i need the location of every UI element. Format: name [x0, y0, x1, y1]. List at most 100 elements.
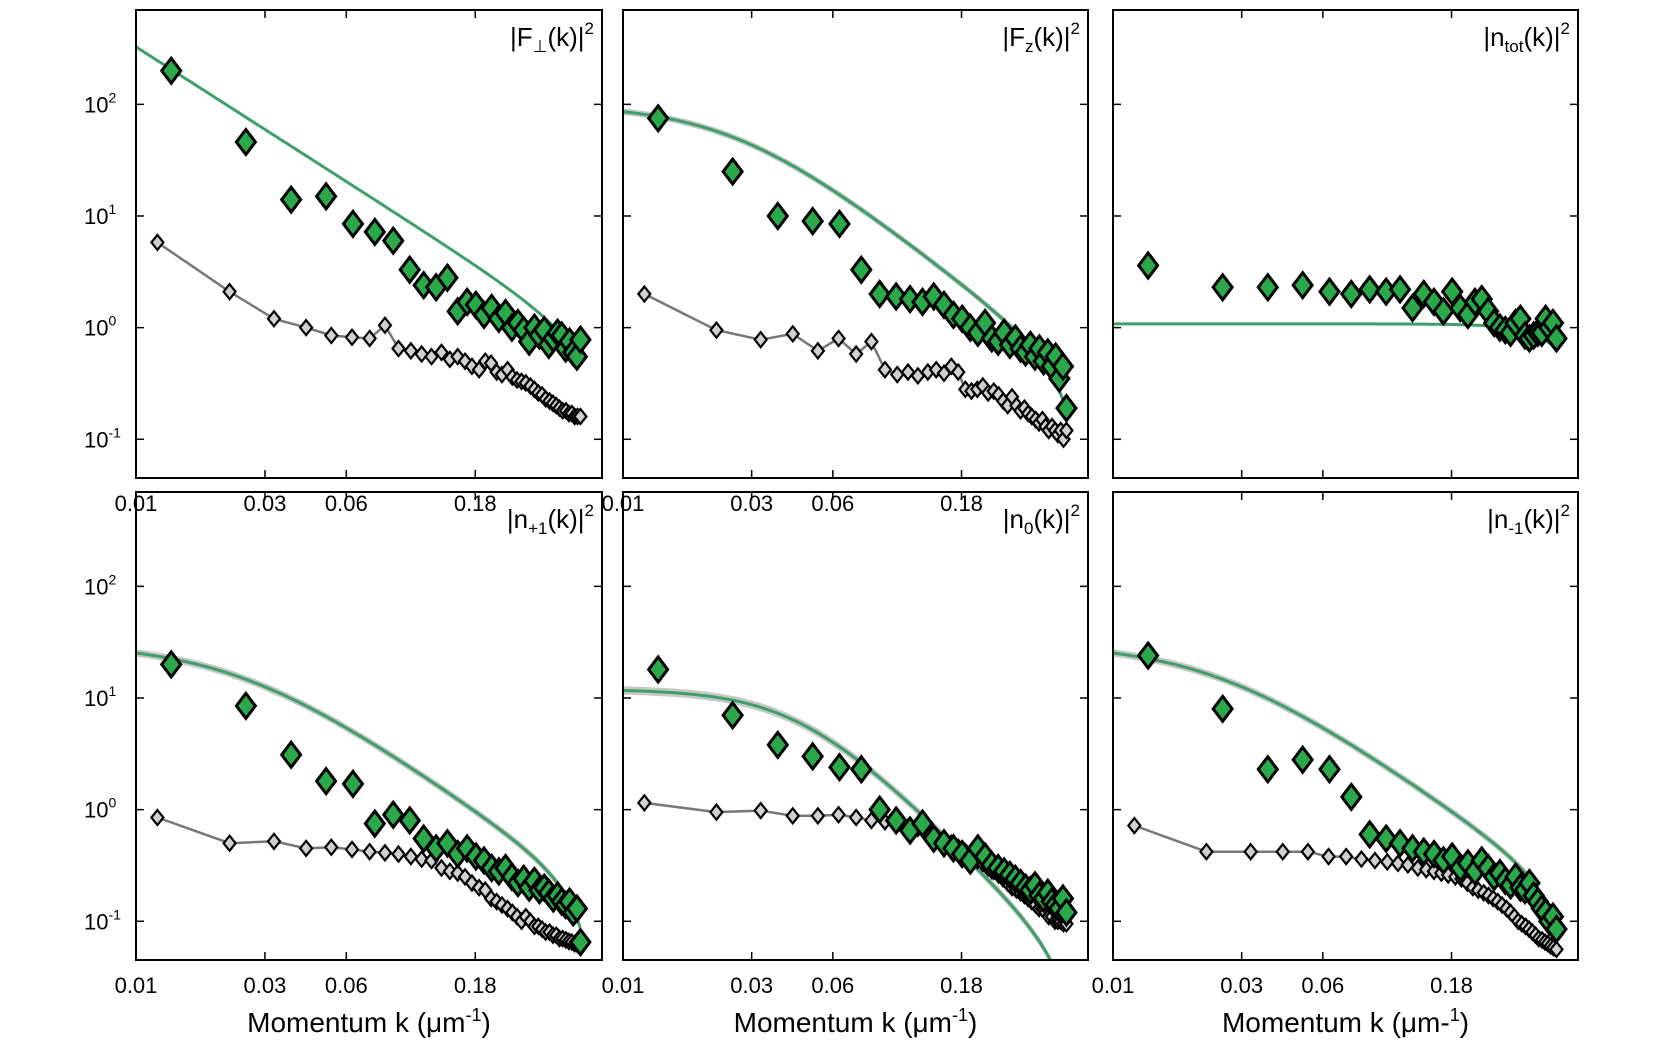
data-point — [849, 254, 873, 285]
reference-point — [1198, 842, 1214, 861]
reference-point — [403, 847, 419, 866]
y-tick-label: 100 — [84, 795, 116, 823]
data-point — [868, 794, 892, 825]
y-tick-label: 102 — [84, 571, 116, 599]
fit-uncertainty-band — [623, 108, 1067, 413]
x-axis-label: Momentum k (μm-1) — [1222, 1005, 1469, 1038]
x-tick-label: 0.06 — [1301, 973, 1344, 998]
x-tick-label: 0.01 — [1092, 973, 1135, 998]
data-point — [801, 206, 825, 237]
data-point — [1256, 754, 1280, 785]
reference-point — [636, 284, 652, 304]
panel-title: |ntot(k)|2 — [1483, 19, 1570, 56]
reference-point — [708, 802, 724, 822]
y-tick-label: 10-1 — [84, 424, 121, 452]
data-point — [884, 281, 908, 312]
reference-point — [323, 838, 339, 857]
axes-frame — [622, 9, 1089, 479]
reference-point — [266, 309, 282, 329]
reference-point — [362, 842, 378, 861]
data-point — [849, 754, 873, 785]
reference-series-line — [643, 292, 1068, 444]
data-point — [363, 808, 387, 839]
reference-point — [864, 332, 879, 351]
reference-point — [298, 839, 314, 858]
reference-point — [414, 849, 430, 869]
x-tick-label: 0.03 — [244, 973, 287, 998]
plot-area — [136, 45, 592, 426]
reference-point — [810, 341, 826, 361]
data-point — [381, 225, 405, 256]
axes-frame — [135, 9, 603, 479]
reference-point — [1126, 816, 1142, 835]
reference-point — [785, 806, 801, 826]
x-tick-label: 0.03 — [1220, 973, 1263, 998]
reference-point — [1549, 940, 1564, 959]
data-point — [1318, 276, 1341, 307]
plot-area — [1113, 250, 1568, 354]
reference-point — [323, 326, 339, 345]
data-point — [1401, 293, 1424, 323]
data-point — [279, 739, 303, 770]
data-point — [159, 649, 183, 680]
y-tick-label: 101 — [84, 683, 116, 711]
x-axis-label: Momentum k (μm-1) — [734, 1005, 978, 1038]
data-point — [1358, 819, 1382, 850]
axes-frame — [1112, 491, 1579, 961]
x-axis-label: Momentum k (μm-1) — [247, 1005, 491, 1038]
fit-curve — [623, 110, 1068, 411]
x-tick-label: 0.06 — [325, 973, 368, 998]
data-point — [1318, 754, 1341, 785]
data-point — [1211, 693, 1235, 724]
reference-point — [573, 407, 588, 426]
plot-area — [623, 654, 1078, 960]
x-tick-label: 0.03 — [730, 973, 773, 998]
fit-uncertainty-band — [623, 686, 1053, 960]
panel-title: |n0(k)|2 — [1003, 501, 1080, 538]
x-tick-label: 0.18 — [940, 973, 983, 998]
data-point — [159, 55, 183, 86]
data-point — [828, 208, 851, 239]
plot-area — [623, 103, 1078, 449]
data-point — [381, 799, 405, 830]
data-point — [766, 729, 790, 760]
fit-curve — [1113, 322, 1558, 351]
data-point — [398, 805, 422, 836]
y-tick-label: 100 — [84, 313, 116, 341]
reference-point — [708, 320, 724, 340]
reference-point — [753, 801, 769, 820]
reference-point — [344, 328, 360, 347]
panel-title: |n-1(k)|2 — [1487, 501, 1570, 538]
reference-point — [810, 806, 826, 826]
data-point — [341, 768, 365, 799]
reference-point — [950, 362, 966, 382]
data-point — [1291, 744, 1315, 775]
reference-point — [344, 840, 360, 859]
data-point — [1136, 640, 1160, 671]
panel-2: 0.01 0.03 0.06 0.18|Fz(k)|2 — [602, 9, 1089, 516]
reference-point — [298, 318, 314, 337]
plot-area — [136, 649, 592, 958]
panel-title: |Fz(k)|2 — [1002, 19, 1080, 56]
panel-6: 0.01 0.03 0.06 0.18 |n-1(k)|2 Momentum k (μm-… — [1092, 491, 1579, 1038]
reference-point — [222, 282, 238, 301]
data-point — [801, 741, 825, 772]
data-point — [234, 690, 258, 721]
data-point — [279, 184, 303, 215]
reference-point — [753, 330, 769, 349]
reference-point — [1390, 854, 1406, 873]
reference-point — [831, 805, 846, 825]
data-point — [314, 766, 338, 797]
reference-point — [1354, 849, 1369, 869]
data-point — [569, 324, 592, 355]
data-point — [721, 156, 745, 187]
data-point — [1051, 351, 1075, 382]
data-point — [1055, 897, 1078, 928]
data-point — [884, 805, 908, 836]
panel-4: 102 101 100 10-1 0.01 0.03 0.06 0.18 |n+1(k)|2 Mo… — [84, 491, 603, 1038]
reference-point — [414, 344, 430, 364]
data-point — [363, 216, 387, 247]
y-tick-label: 101 — [84, 201, 116, 229]
